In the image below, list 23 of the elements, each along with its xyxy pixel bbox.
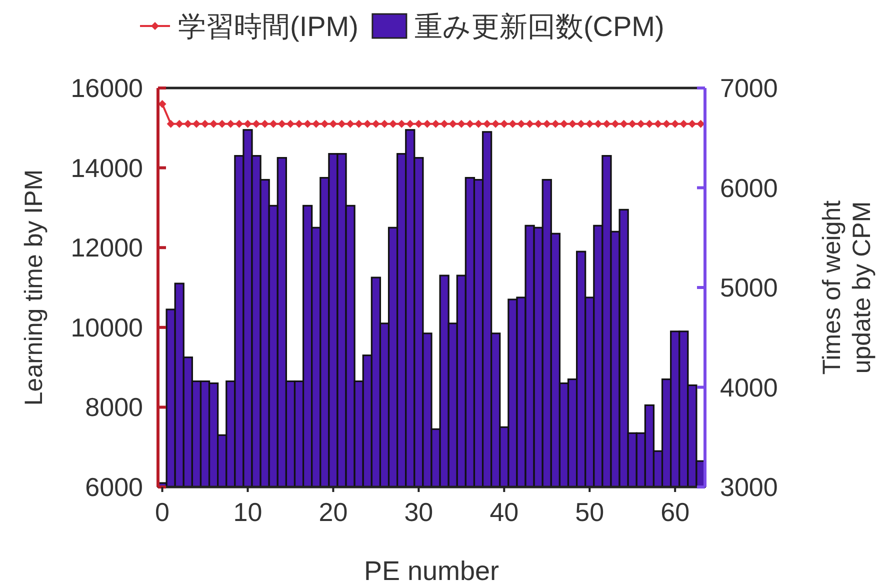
- y-tick-label: 16000: [70, 73, 143, 103]
- x-tick-label: 10: [233, 497, 262, 527]
- x-tick-label: 20: [318, 497, 348, 527]
- y2-tick-label: 4000: [720, 372, 778, 402]
- y2-tick-label: 7000: [720, 73, 778, 103]
- x-axis-title: PE number: [364, 556, 500, 586]
- y-tick-label: 14000: [70, 152, 143, 183]
- x-tick-label: 0: [155, 497, 170, 527]
- y-tick-label: 6000: [85, 472, 143, 502]
- y2-tick-label: 5000: [720, 272, 778, 302]
- y-axis-title: Learning time by IPM: [20, 169, 48, 406]
- legend-label: 学習時間(IPM): [178, 11, 358, 42]
- y-tick-label: 12000: [70, 232, 143, 263]
- y2-tick-label: 6000: [720, 172, 778, 203]
- x-tick-label: 40: [490, 497, 519, 527]
- y-tick-label: 8000: [85, 392, 143, 422]
- legend-label: 重み更新回数(CPM): [414, 11, 664, 42]
- y2-tick-label: 3000: [720, 472, 778, 502]
- x-tick-label: 30: [404, 497, 434, 527]
- x-tick-label: 60: [660, 497, 690, 527]
- y2-axis-title: Times of weight update by CPM: [818, 200, 876, 375]
- x-tick-label: 50: [575, 497, 604, 527]
- y-tick-label: 10000: [70, 312, 143, 342]
